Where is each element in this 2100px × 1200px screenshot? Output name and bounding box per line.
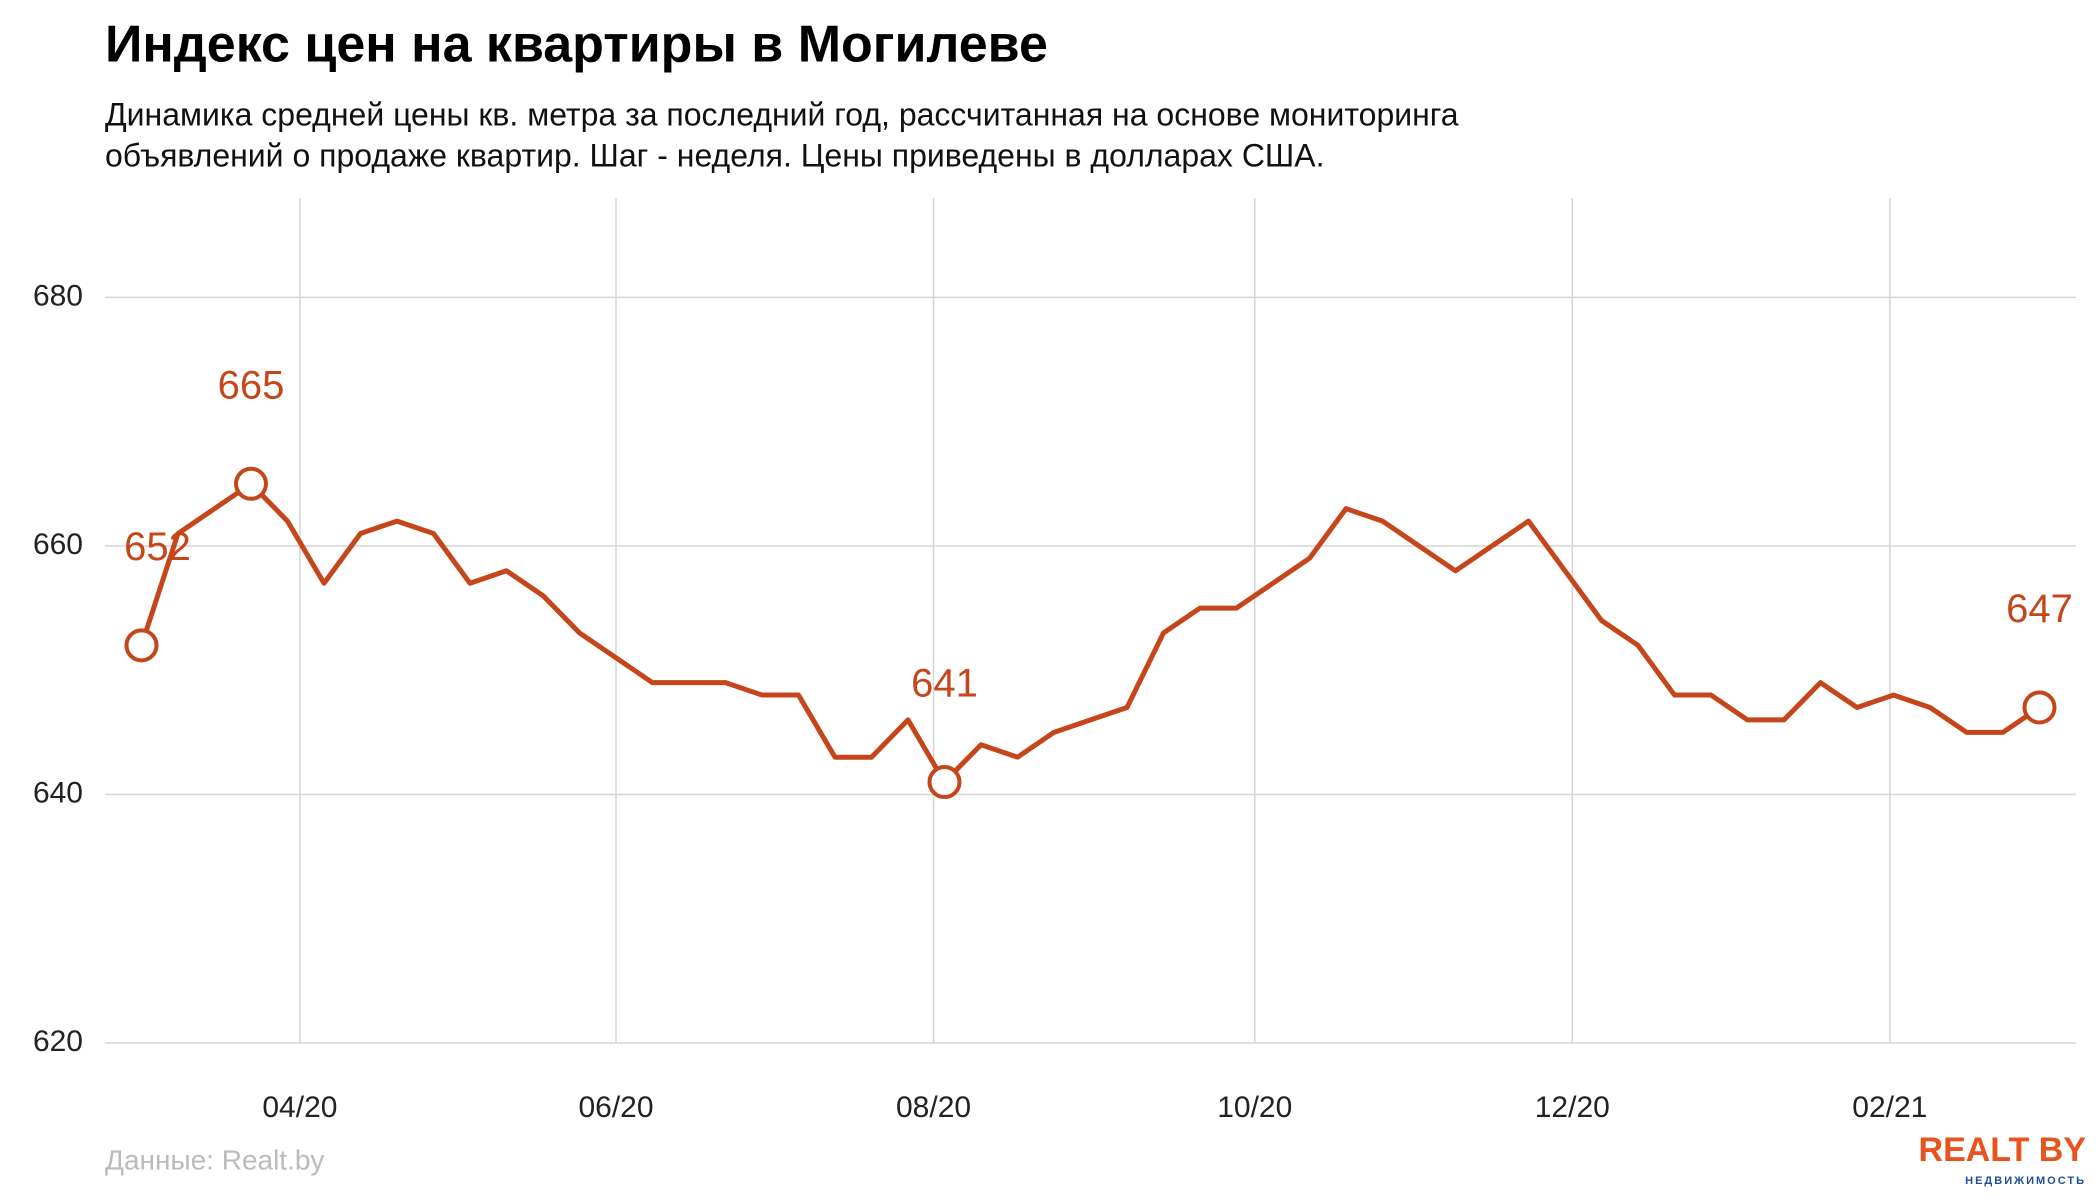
x-tick-label: 10/20 <box>1217 1091 1292 1124</box>
point-marker <box>124 628 159 663</box>
x-tick-label: 04/20 <box>262 1091 337 1124</box>
data-label: 641 <box>911 662 978 706</box>
line <box>139 481 2041 785</box>
point-marker <box>927 765 962 800</box>
data-label: 665 <box>218 363 285 407</box>
x-tick-label: 06/20 <box>578 1091 653 1124</box>
data-label: 647 <box>2006 587 2073 631</box>
y-tick-label: 640 <box>33 776 83 809</box>
data-label: 652 <box>124 525 191 569</box>
y-tick-label: 660 <box>33 528 83 561</box>
chart-subtitle: Динамика средней цены кв. метра за после… <box>105 96 1459 132</box>
source: Данные: Realt.by <box>105 1144 324 1175</box>
x-tick-label: 12/20 <box>1535 1091 1610 1124</box>
y-tick-label: 620 <box>33 1025 83 1058</box>
chart-title: Индекс цен на квартиры в Могилеве <box>105 16 1048 74</box>
point-marker <box>234 466 268 501</box>
y-tick-label: 680 <box>33 279 83 312</box>
logo: REALT BY <box>1919 1131 2087 1169</box>
logo-subtitle: НЕДВИЖИМОСТЬ <box>1965 1175 2086 1187</box>
x-tick-label: 08/20 <box>896 1091 971 1124</box>
point-marker <box>2022 690 2057 725</box>
chart-subtitle: объявлений о продаже квартир. Шаг - неде… <box>105 137 1324 173</box>
x-tick-label: 02/21 <box>1852 1091 1927 1124</box>
